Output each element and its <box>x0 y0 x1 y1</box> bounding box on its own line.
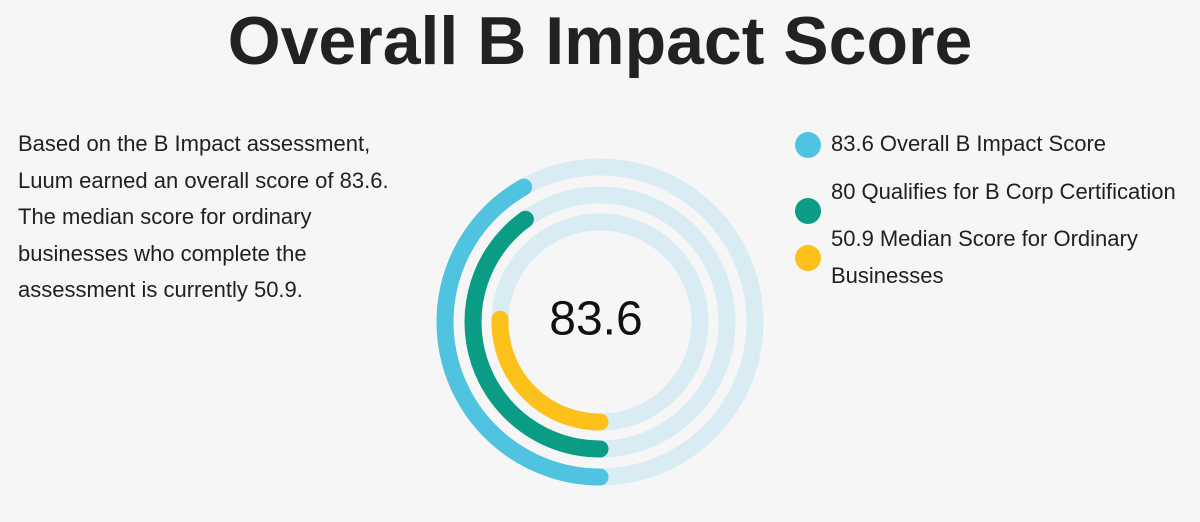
chart-legend: 83.6 Overall B Impact Score 80 Qualifies f… <box>795 126 1195 305</box>
legend-value-median: 50.9 <box>831 226 874 251</box>
legend-dot-median <box>795 245 821 271</box>
legend-label-median: Median Score for Ordinary Businesses <box>831 226 1138 288</box>
legend-label-certification: Qualifies for B Corp Certification <box>861 178 1176 204</box>
legend-item-certification: 80 Qualifies for B Corp Certification <box>795 174 1195 224</box>
arc-median-score <box>491 310 609 431</box>
legend-value-certification: 80 <box>831 178 856 204</box>
legend-label-overall: Overall B Impact Score <box>879 131 1107 156</box>
legend-item-median: 50.9 Median Score for Ordinary Businesses <box>795 221 1195 294</box>
page-title: Overall B Impact Score <box>227 3 973 79</box>
legend-value-overall: 83.6 <box>831 131 874 156</box>
arc-overall-score <box>436 178 609 486</box>
score-description: Based on the B Impact assessment, Luum e… <box>18 131 389 302</box>
arc-certification-threshold <box>464 210 609 458</box>
legend-item-overall: 83.6 Overall B Impact Score <box>795 126 1195 163</box>
radial-chart-svg: 83.6 <box>436 158 764 486</box>
legend-dot-overall <box>795 132 821 158</box>
radial-bar-chart: 83.6 <box>400 130 800 522</box>
center-score-label: 83.6 <box>549 293 642 346</box>
legend-dot-certification <box>795 197 821 224</box>
